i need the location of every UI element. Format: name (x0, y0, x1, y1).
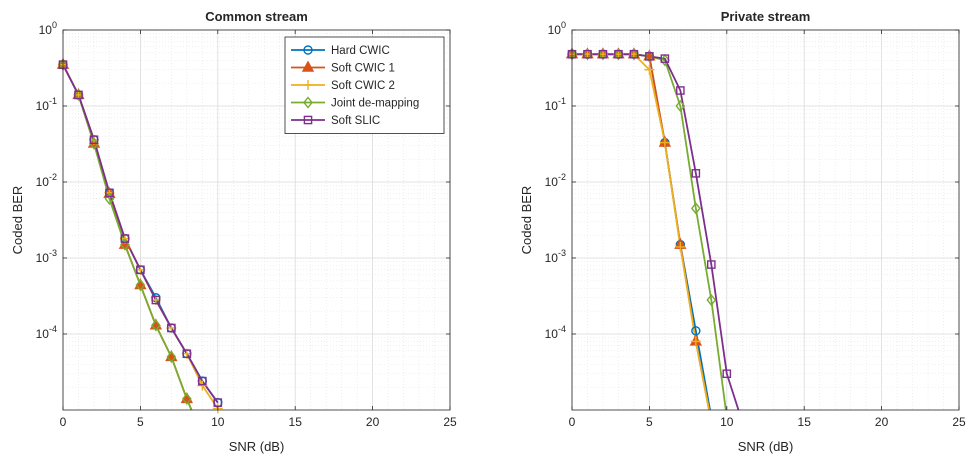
chart-private-stream: 0 5 10 15 20 25 10-4 10-3 10-2 10-1 100 Private s… (519, 9, 966, 454)
data-point (135, 278, 146, 292)
y-axis-label: Coded BER (519, 186, 534, 255)
data-point (151, 295, 161, 305)
data-point (167, 323, 176, 333)
y-tick-label: 10-4 (545, 324, 566, 341)
x-tick-label: 5 (137, 415, 144, 429)
series-lines (63, 64, 219, 410)
series-markers (565, 47, 732, 379)
y-tick-label: 10-2 (545, 172, 566, 189)
x-tick-label: 15 (289, 415, 303, 429)
data-point (582, 48, 593, 61)
y-tick-label: 100 (39, 20, 57, 37)
data-point (644, 64, 655, 75)
legend-label: Joint de-mapping (331, 98, 419, 110)
data-point (120, 234, 130, 243)
legend-label: Hard CWIC (331, 45, 390, 57)
data-point (660, 54, 670, 63)
y-tick-labels: 10-4 10-3 10-2 10-1 100 (545, 20, 566, 341)
y-tick-labels: 10-4 10-3 10-2 10-1 100 (36, 20, 57, 341)
y-tick-label: 10-1 (36, 96, 57, 113)
data-point (105, 188, 114, 198)
tick-marks (62, 29, 451, 410)
legend-marker (303, 96, 313, 109)
x-tick-labels: 0 5 10 15 20 25 (60, 415, 457, 429)
data-point (120, 238, 130, 251)
legend-marker (303, 45, 313, 55)
y-tick-label: 10-4 (36, 324, 57, 341)
y-axis-label: Coded BER (10, 186, 25, 255)
data-point (676, 86, 685, 95)
data-point (707, 260, 716, 269)
chart-common-stream: 0 5 10 15 20 25 10-4 10-3 10-2 10-1 100 Common st… (10, 9, 457, 454)
y-tick-label: 10-3 (36, 248, 57, 265)
legend: Hard CWIC Soft CWIC 1 Soft CWIC 2 Joint de-… (284, 36, 445, 134)
axes-box (571, 29, 960, 411)
x-axis-label: SNR (dB) (229, 439, 285, 454)
data-point (645, 52, 654, 61)
data-point (74, 90, 83, 100)
x-tick-label: 15 (798, 415, 812, 429)
data-point (614, 49, 623, 59)
data-point (659, 137, 670, 148)
data-point (73, 88, 84, 102)
data-point (89, 137, 99, 150)
x-axis-label: SNR (dB) (738, 439, 794, 454)
data-point (198, 376, 207, 386)
data-point (675, 241, 686, 252)
x-tick-label: 0 (569, 415, 576, 429)
legend-label: Soft CWIC 1 (331, 63, 395, 75)
x-tick-label: 0 (60, 415, 67, 429)
data-point (150, 319, 161, 332)
data-point (675, 99, 686, 113)
tick-marks (571, 29, 960, 410)
legend-marker (303, 80, 313, 90)
legend-label: Soft CWIC 2 (331, 80, 395, 92)
data-point (629, 49, 639, 59)
chart-title: Private stream (721, 9, 811, 24)
data-point (691, 169, 701, 178)
data-point (182, 349, 192, 359)
data-point (644, 50, 655, 63)
plot-area (572, 30, 959, 410)
x-tick-label: 20 (366, 415, 380, 429)
y-tick-label: 10-3 (545, 248, 566, 265)
x-tick-label: 25 (443, 415, 457, 429)
x-tick-label: 5 (646, 415, 653, 429)
data-point (166, 350, 177, 363)
data-point (197, 380, 208, 391)
x-tick-label: 10 (211, 415, 225, 429)
x-tick-labels: 0 5 10 15 20 25 (569, 415, 966, 429)
x-tick-label: 20 (875, 415, 889, 429)
y-tick-label: 10-2 (36, 172, 57, 189)
data-point (690, 202, 701, 215)
data-point (690, 336, 701, 347)
data-point (583, 49, 592, 59)
axes-box (62, 29, 451, 411)
legend-label: Soft SLIC (331, 115, 380, 127)
data-point (706, 293, 717, 307)
x-tick-label: 10 (720, 415, 734, 429)
data-point (598, 48, 608, 61)
data-point (181, 392, 192, 406)
x-tick-label: 25 (952, 415, 966, 429)
legend-marker (301, 60, 315, 72)
data-point (104, 192, 115, 205)
y-tick-label: 100 (548, 20, 566, 37)
data-point (629, 48, 639, 61)
data-point (722, 369, 732, 379)
data-point (136, 265, 145, 275)
data-point (659, 54, 670, 67)
chart-title: Common stream (205, 9, 308, 24)
legend-marker (303, 115, 313, 125)
data-point (598, 49, 608, 59)
data-point (89, 135, 99, 145)
y-tick-label: 10-1 (545, 96, 566, 113)
data-point (613, 48, 624, 61)
